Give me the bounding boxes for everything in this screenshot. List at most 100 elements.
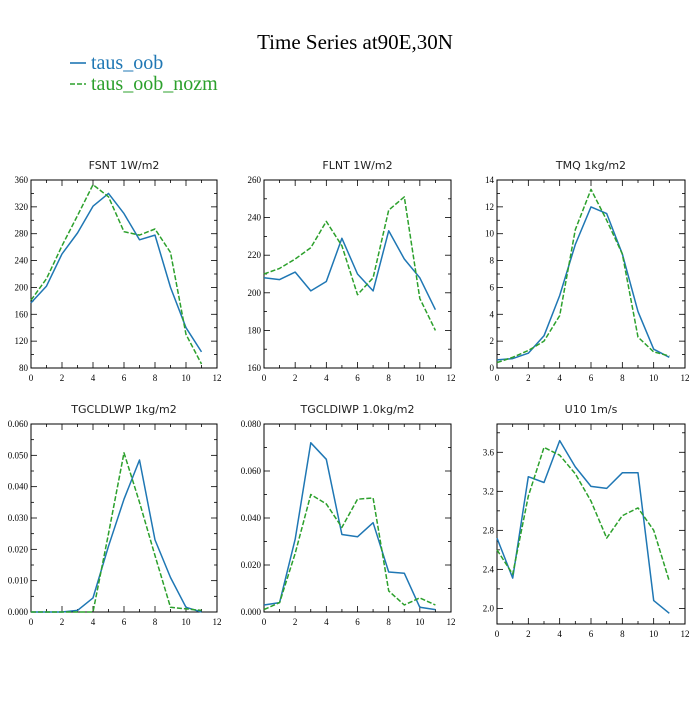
x-tick-label: 2	[526, 373, 531, 383]
x-tick-label: 0	[495, 629, 500, 639]
panel-title: FLNT 1W/m2	[322, 159, 392, 172]
plot-frame	[263, 423, 452, 613]
y-tick-label: 240	[248, 213, 262, 223]
x-tick-label: 2	[526, 629, 531, 639]
x-tick-label: 10	[415, 617, 425, 627]
x-tick-label: 6	[122, 617, 127, 627]
y-tick-label: 3.2	[483, 486, 494, 496]
x-tick-label: 6	[355, 373, 360, 383]
x-tick-label: 10	[182, 373, 192, 383]
panel-title: FSNT 1W/m2	[89, 159, 160, 172]
x-tick-label: 2	[60, 617, 65, 627]
panel-4: TGCLDLWP 1kg/m2 0 2 4 6 8 10 12 0.000 0.010 0.020 0…	[8, 403, 222, 627]
x-tick-label: 8	[153, 373, 158, 383]
x-tick-label: 12	[213, 373, 222, 383]
x-tick-label: 6	[355, 617, 360, 627]
y-tick-label: 0.000	[241, 607, 262, 617]
x-tick-label: 0	[262, 617, 267, 627]
y-tick-label: 14	[485, 175, 495, 185]
x-tick-label: 0	[29, 373, 34, 383]
panel-5: TGCLDIWP 1.0kg/m2 0 2 4 6 8 10 12 0.000 0.020 0.04…	[241, 403, 456, 627]
y-tick-label: 220	[248, 250, 262, 260]
y-tick-label: 200	[248, 288, 262, 298]
x-tick-label: 12	[447, 617, 456, 627]
x-tick-label: 8	[386, 617, 391, 627]
y-tick-label: 8	[490, 256, 495, 266]
y-tick-label: 10	[485, 229, 495, 239]
series-line-taus-oob	[31, 459, 202, 613]
legend: taus_oob taus_oob_nozm	[70, 52, 218, 95]
plot-frame	[496, 423, 686, 625]
y-tick-label: 3.6	[483, 447, 495, 457]
x-tick-label: 12	[681, 373, 690, 383]
y-tick-label: 260	[248, 175, 262, 185]
y-tick-label: 2.8	[483, 525, 495, 535]
x-tick-label: 4	[557, 629, 562, 639]
y-tick-label: 6	[490, 282, 495, 292]
panel-title: TGCLDLWP 1kg/m2	[70, 403, 176, 416]
legend-label-taus-oob: taus_oob	[91, 52, 163, 74]
x-tick-label: 2	[293, 617, 298, 627]
y-tick-label: 2.4	[483, 564, 495, 574]
x-tick-label: 10	[649, 373, 659, 383]
x-tick-label: 4	[324, 373, 329, 383]
y-tick-label: 160	[248, 363, 262, 373]
series-line-taus-oob-nozm	[496, 188, 670, 364]
x-tick-label: 10	[649, 629, 659, 639]
series-line-taus-oob	[496, 206, 670, 361]
x-tick-label: 4	[324, 617, 329, 627]
x-tick-label: 4	[557, 373, 562, 383]
y-tick-label: 180	[248, 325, 262, 335]
y-tick-label: 0.060	[241, 466, 262, 476]
y-tick-label: 160	[15, 309, 29, 319]
x-tick-label: 10	[415, 373, 425, 383]
x-tick-label: 4	[91, 617, 96, 627]
series-line-taus-oob-nozm	[496, 446, 671, 582]
panel-title: U10 1m/s	[565, 403, 618, 416]
series-line-taus-oob-nozm	[30, 183, 203, 365]
y-tick-label: 0.040	[8, 482, 29, 492]
x-tick-label: 6	[589, 373, 594, 383]
x-tick-label: 12	[681, 629, 690, 639]
y-tick-label: 0	[490, 363, 495, 373]
x-tick-label: 2	[293, 373, 298, 383]
y-tick-label: 0.050	[8, 450, 29, 460]
y-tick-label: 80	[19, 363, 29, 373]
x-tick-label: 8	[153, 617, 158, 627]
y-tick-label: 0.030	[8, 513, 29, 523]
panel-3: TMQ 1kg/m2 0 2 4 6 8 10 12 0 2 4 6 8 10 12 14	[485, 159, 690, 383]
y-tick-label: 280	[15, 229, 29, 239]
series-line-taus-oob	[496, 439, 670, 614]
panel-title: TGCLDIWP 1.0kg/m2	[299, 403, 414, 416]
x-tick-label: 2	[60, 373, 65, 383]
x-tick-label: 0	[29, 617, 34, 627]
series-line-taus-oob-nozm	[31, 452, 202, 613]
panel-6: U10 1m/s 0 2 4 6 8 10 12 2.0 2.4 2.8 3.2 3.6	[483, 403, 690, 639]
series-line-taus-oob-nozm	[263, 196, 437, 331]
x-tick-label: 0	[262, 373, 267, 383]
y-tick-label: 0.000	[8, 607, 29, 617]
x-tick-label: 8	[386, 373, 391, 383]
panel-title: TMQ 1kg/m2	[555, 159, 626, 172]
y-tick-label: 0.060	[8, 419, 29, 429]
x-tick-label: 6	[122, 373, 127, 383]
x-tick-label: 6	[589, 629, 594, 639]
x-tick-label: 10	[182, 617, 192, 627]
y-tick-label: 0.010	[8, 576, 29, 586]
x-tick-label: 0	[495, 373, 500, 383]
y-tick-label: 4	[490, 309, 495, 319]
series-line-taus-oob	[263, 442, 436, 611]
series-line-taus-oob	[263, 230, 437, 311]
x-tick-label: 12	[213, 617, 222, 627]
series-line-taus-oob	[30, 192, 203, 353]
y-tick-label: 0.080	[241, 419, 262, 429]
y-tick-label: 120	[15, 336, 29, 346]
x-tick-label: 8	[620, 373, 625, 383]
panel-1: FSNT 1W/m2 0 2 4 6 8 10 12 80 120 160 200 240 280 320 3…	[15, 159, 222, 383]
y-tick-label: 0.020	[241, 560, 262, 570]
y-tick-label: 0.040	[241, 513, 262, 523]
figure-title: Time Series at90E,30N	[257, 30, 453, 54]
x-tick-label: 4	[91, 373, 96, 383]
